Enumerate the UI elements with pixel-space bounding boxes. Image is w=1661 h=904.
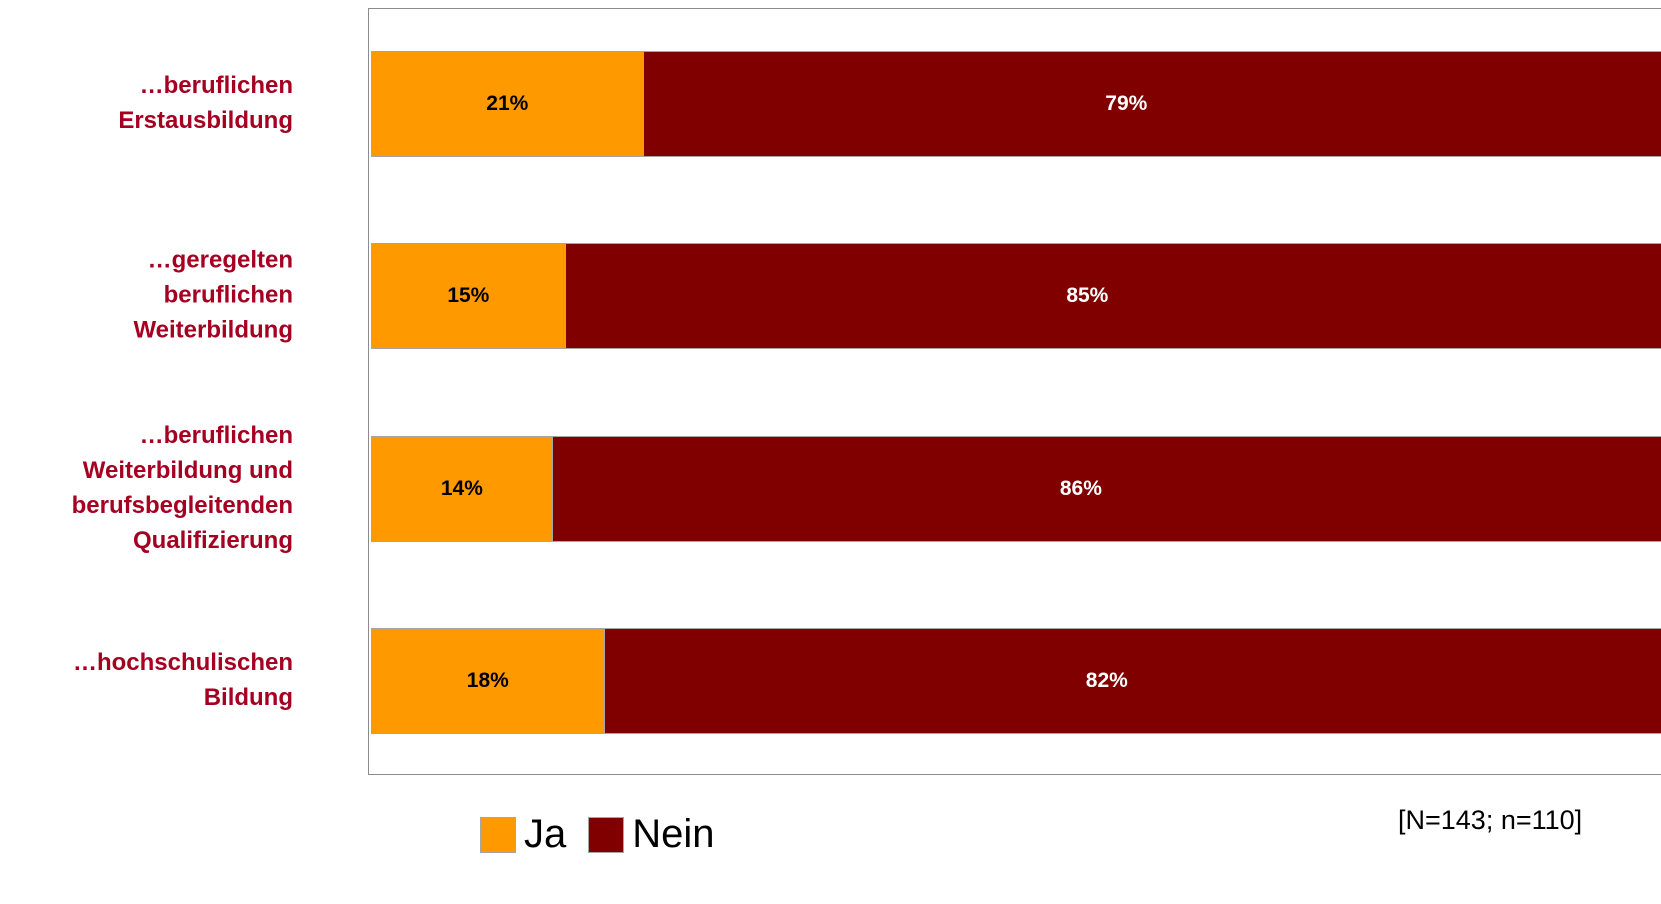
legend-swatch-nein bbox=[588, 816, 625, 853]
category-label-line: …beruflichen bbox=[139, 422, 293, 449]
data-label-ja-2: 15% bbox=[447, 284, 490, 307]
legend-item-nein: Nein bbox=[588, 812, 715, 857]
category-label-2: …geregelten beruflichen Weiterbildung bbox=[133, 243, 293, 348]
category-label-3: …beruflichen Weiterbildung und berufsbegle… bbox=[72, 418, 293, 558]
category-label-1: …beruflichen Erstausbildung bbox=[118, 68, 293, 138]
category-label-line: Weiterbildung und bbox=[82, 457, 293, 484]
category-label-line: Bildung bbox=[203, 684, 293, 711]
sample-size-note: [N=143; n=110] bbox=[1398, 805, 1583, 835]
bar-ja-3 bbox=[371, 436, 553, 542]
data-label-nein-2: 85% bbox=[1066, 284, 1109, 307]
bar-ja-4 bbox=[371, 628, 605, 734]
category-label-line: Erstausbildung bbox=[118, 107, 293, 134]
plot-area: 21% 79% 15% 85% 14% 86% 18% 82% bbox=[368, 8, 1661, 775]
category-label-line: Weiterbildung bbox=[133, 316, 293, 344]
bar-nein-4 bbox=[604, 628, 1661, 734]
data-label-ja-1: 21% bbox=[486, 92, 529, 115]
category-label-line: …hochschulischen bbox=[72, 649, 293, 676]
category-label-line: Qualifizierung bbox=[132, 527, 293, 554]
data-label-ja-3: 14% bbox=[440, 477, 483, 500]
data-label-nein-1: 79% bbox=[1105, 92, 1148, 115]
legend-item-ja: Ja bbox=[480, 812, 566, 857]
data-label-nein-4: 82% bbox=[1085, 669, 1128, 692]
category-label-line: beruflichen bbox=[163, 281, 293, 309]
legend-label-ja: Ja bbox=[524, 812, 567, 856]
legend: Ja Nein bbox=[480, 812, 737, 857]
category-label-line: …geregelten bbox=[147, 246, 293, 274]
legend-label-nein: Nein bbox=[632, 812, 715, 856]
bar-nein-1 bbox=[643, 51, 1661, 157]
data-label-nein-3: 86% bbox=[1059, 477, 1102, 500]
category-label-line: …beruflichen bbox=[139, 72, 293, 99]
data-label-ja-4: 18% bbox=[466, 669, 509, 692]
legend-swatch-ja bbox=[480, 816, 516, 853]
category-label-line: berufsbegleitenden bbox=[71, 492, 293, 519]
bar-nein-2 bbox=[565, 243, 1661, 349]
bar-nein-3 bbox=[552, 436, 1661, 542]
category-label-4: …hochschulischen Bildung bbox=[73, 645, 293, 715]
bar-ja-1 bbox=[371, 51, 644, 157]
bar-ja-2 bbox=[371, 243, 566, 349]
